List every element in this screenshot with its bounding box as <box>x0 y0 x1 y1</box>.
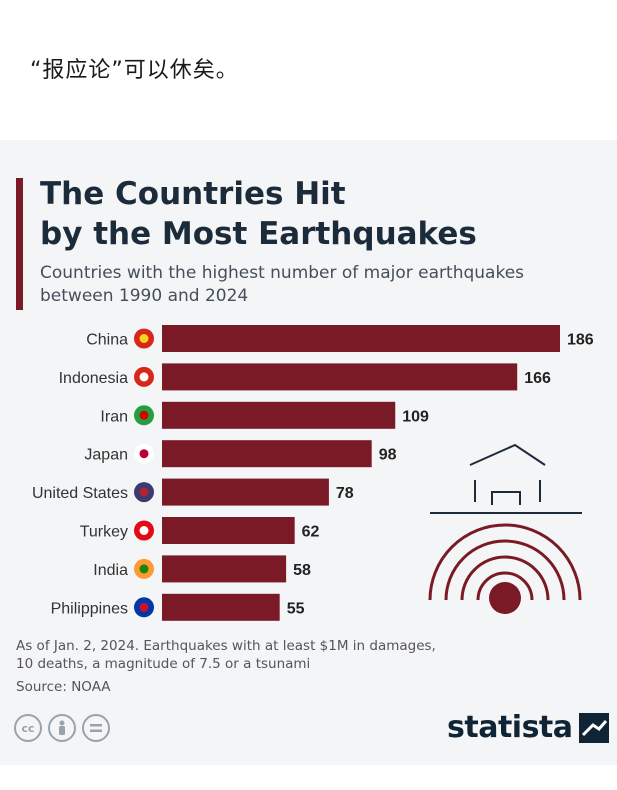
flag-icon-turkey <box>134 520 154 541</box>
infographic-card: The Countries Hit by the Most Earthquake… <box>0 140 617 765</box>
value-label-china: 186 <box>567 332 594 349</box>
chart-subtitle: Countries with the highest number of maj… <box>40 262 610 308</box>
footnote-line1: As of Jan. 2, 2024. Earthquakes with at … <box>16 638 436 654</box>
house-quake-icon <box>428 443 582 614</box>
attribution-icon <box>48 714 76 742</box>
chart-title: The Countries Hit by the Most Earthquake… <box>40 174 600 254</box>
bar-united-states <box>162 478 329 506</box>
category-label-united-states: United States <box>32 485 128 502</box>
bar-iran <box>162 401 396 429</box>
bar-turkey <box>162 517 295 544</box>
category-label-philippines: Philippines <box>51 600 128 617</box>
flag-icon-china <box>134 328 154 349</box>
license-icons: cc <box>14 714 110 742</box>
logo-text: statista <box>447 710 573 745</box>
flag-icon-india <box>134 558 154 579</box>
bar-philippines <box>162 593 280 621</box>
value-label-united-states: 78 <box>336 485 354 502</box>
bar-chart: China 186 Indonesia 166 Iran 109 Japan 98 United… <box>32 325 594 621</box>
value-label-iran: 109 <box>402 408 429 425</box>
category-label-china: China <box>86 332 128 349</box>
flag-icon-indonesia <box>134 366 154 387</box>
category-label-turkey: Turkey <box>80 524 128 541</box>
cc-icon: cc <box>14 714 42 742</box>
title-accent-bar <box>16 178 23 310</box>
flag-icon-iran <box>134 405 154 426</box>
chart-title-line2: by the Most Earthquakes <box>40 216 477 252</box>
flag-icon-japan <box>134 443 154 464</box>
value-label-japan: 98 <box>379 447 397 464</box>
logo-mark-icon <box>578 712 609 743</box>
no-derivatives-icon <box>82 714 110 742</box>
chart-source: Source: NOAA <box>16 679 111 695</box>
bar-japan <box>162 440 372 468</box>
bar-indonesia <box>162 363 518 391</box>
value-label-indonesia: 166 <box>524 370 551 387</box>
statista-logo[interactable]: statista <box>447 710 609 745</box>
category-label-japan: Japan <box>84 447 128 464</box>
category-label-iran: Iran <box>100 408 128 425</box>
bar-india <box>162 555 287 583</box>
flag-icon-philippines <box>134 597 154 618</box>
value-label-philippines: 55 <box>287 600 305 617</box>
chart-footnote: As of Jan. 2, 2024. Earthquakes with at … <box>16 637 486 673</box>
chart-subtitle-line1: Countries with the highest number of maj… <box>40 263 525 283</box>
category-label-indonesia: Indonesia <box>59 370 128 387</box>
post-text: “报应论”可以休矣。 <box>30 58 239 83</box>
value-label-india: 58 <box>293 562 311 579</box>
category-label-india: India <box>93 562 128 579</box>
flag-icon-united-states <box>134 482 154 503</box>
footnote-line2: 10 deaths, a magnitude of 7.5 or a tsuna… <box>16 656 311 672</box>
chart-subtitle-line2: between 1990 and 2024 <box>40 286 249 306</box>
value-label-turkey: 62 <box>302 524 320 541</box>
bar-china <box>162 325 560 352</box>
chart-title-line1: The Countries Hit <box>40 176 346 212</box>
